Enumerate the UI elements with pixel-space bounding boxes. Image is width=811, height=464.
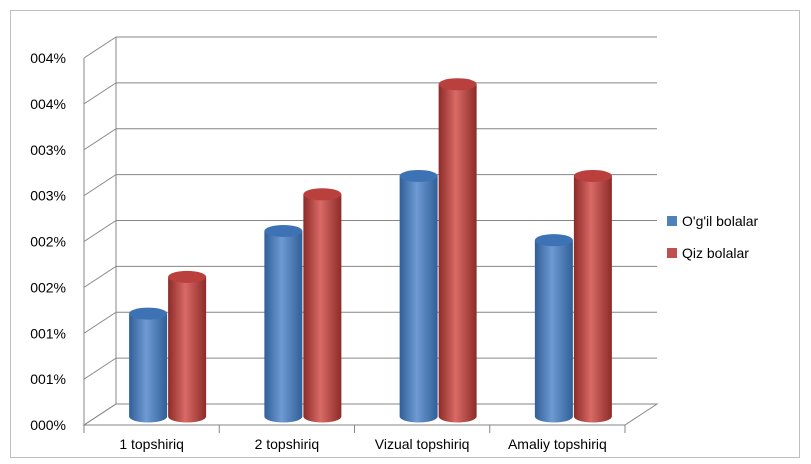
bar [303, 194, 341, 422]
gridline-side [84, 221, 116, 242]
y-tick-label: 001% [30, 325, 66, 341]
bars [129, 78, 612, 422]
legend: O'g'il bolalar Qiz bolalar [667, 213, 758, 261]
bar [129, 314, 167, 423]
bar-cap [535, 234, 573, 246]
legend-label: O'g'il bolalar [682, 213, 758, 229]
x-tick-label: Vizual topshiriq [375, 436, 470, 452]
y-tick-label: 002% [30, 279, 66, 295]
bar [574, 176, 612, 423]
legend-swatch [667, 216, 677, 226]
bar-cap [264, 225, 302, 237]
gridline-side [84, 37, 116, 58]
bar-cap [400, 170, 438, 182]
gridline-side [84, 175, 116, 196]
gridline-side [84, 266, 116, 287]
gridline-side [84, 83, 116, 104]
y-tick-label: 003% [30, 188, 66, 204]
bar-cap [574, 170, 612, 182]
y-tick-label: 004% [30, 50, 66, 66]
bar-cap [303, 188, 341, 200]
x-tick-label: 2 topshiriq [255, 436, 320, 452]
gridline-side [84, 358, 116, 379]
y-tick-label: 003% [30, 142, 66, 158]
y-tick-label: 002% [30, 234, 66, 250]
x-tick-label: Amaliy topshiriq [508, 436, 607, 452]
y-tick-label: 001% [30, 371, 66, 387]
bar [400, 176, 438, 423]
bar-cap [129, 308, 167, 320]
gridline-side [84, 312, 116, 333]
bar [535, 240, 573, 422]
y-tick-label: 004% [30, 96, 66, 112]
legend-label: Qiz bolalar [682, 245, 749, 261]
bar-cap [439, 78, 477, 90]
bar-cap [168, 271, 206, 283]
y-tick-label: 000% [30, 417, 66, 433]
legend-swatch [667, 248, 677, 258]
bar [439, 84, 477, 422]
gridline-side [84, 129, 116, 150]
bar [264, 231, 302, 423]
x-tick-label: 1 topshiriq [119, 436, 184, 452]
bar [168, 277, 206, 423]
